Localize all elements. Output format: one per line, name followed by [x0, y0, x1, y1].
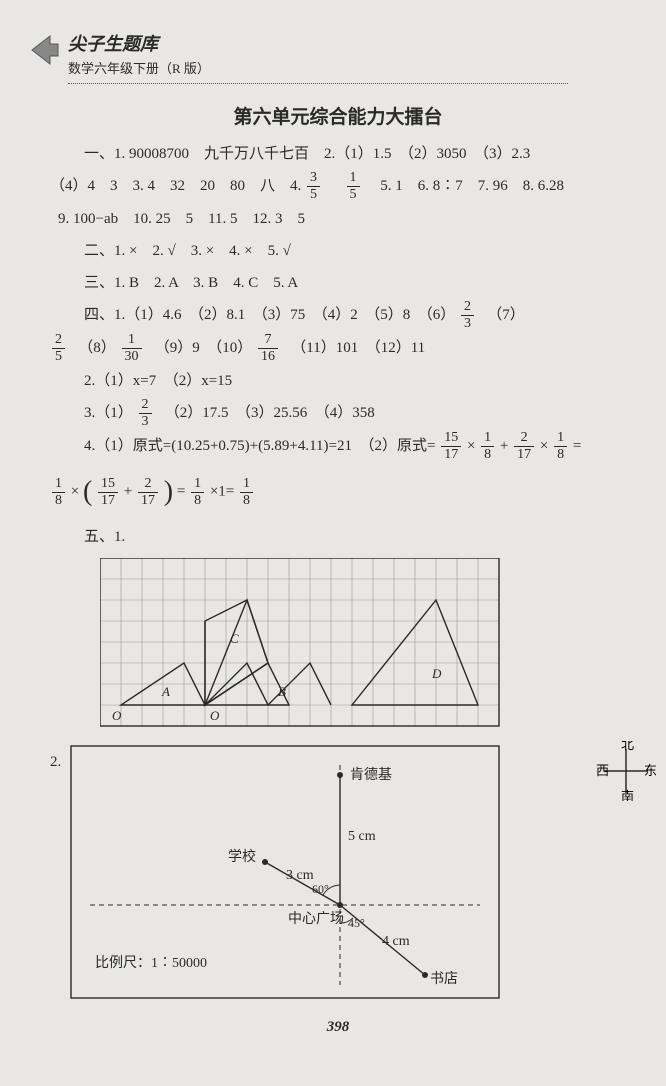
- fraction: 23: [139, 398, 152, 429]
- line-2: （4）4 3 3. 4 32 20 80 八 4. 35 15 5. 1 6. …: [50, 171, 626, 202]
- label-scale: 比例尺：1∶50000: [95, 955, 207, 971]
- line-3: 9. 100−ab 10. 25 5 11. 5 12. 3 5: [50, 204, 626, 234]
- fraction: 18: [52, 477, 65, 508]
- fraction: 716: [258, 333, 278, 364]
- figure-map: 2. 肯德基 学校: [70, 745, 626, 1011]
- fraction: 23: [461, 300, 474, 331]
- label-3cm: 3 cm: [286, 868, 314, 883]
- line-8: 2.（1）x=7 （2）x=15: [50, 366, 626, 396]
- book-title: 尖子生题库: [68, 30, 626, 56]
- label-O2: O: [210, 708, 220, 723]
- fraction: 217: [514, 431, 534, 462]
- label-A: A: [161, 684, 170, 699]
- label-bookstore: 书店: [430, 971, 458, 987]
- label-kfc: 肯德基: [350, 766, 392, 783]
- svg-text:东: 东: [644, 763, 656, 778]
- line-9: 3.（1） 23 （2）17.5 （3）25.56 （4）358: [50, 398, 626, 429]
- book-subtitle: 数学六年级下册（R 版）: [68, 58, 626, 77]
- figure-grid-triangles: O O A B C D: [100, 558, 626, 739]
- line-11: 18 × ( 1517 + 217 ) = 18 ×1= 18: [50, 464, 626, 520]
- fraction: 130: [122, 333, 142, 364]
- label-plaza: 中心广场: [288, 911, 344, 927]
- label-D: D: [431, 666, 442, 681]
- svg-text:南: 南: [621, 789, 634, 801]
- page-header: 尖子生题库 数学六年级下册（R 版）: [50, 30, 626, 84]
- fraction: 18: [191, 477, 204, 508]
- page-number: 398: [50, 1019, 626, 1036]
- fraction: 15: [347, 171, 360, 202]
- fraction: 1517: [441, 431, 461, 462]
- label-5cm: 5 cm: [348, 829, 376, 844]
- line-1: 一、1. 90008700 九千万八千七百 2.（1）1.5 （2）3050 （…: [50, 139, 626, 169]
- label-45: 45°: [348, 916, 365, 930]
- fraction: 1517: [98, 477, 118, 508]
- fraction: 18: [240, 477, 253, 508]
- compass-icon: 北 南 西 东: [596, 741, 656, 812]
- arrow-icon: [22, 30, 62, 70]
- fraction: 25: [52, 333, 65, 364]
- svg-text:西: 西: [596, 763, 609, 778]
- label-60: 60°: [312, 882, 329, 896]
- header-divider: [68, 83, 568, 84]
- label-B: B: [278, 684, 286, 699]
- fraction: 35: [307, 171, 320, 202]
- label-O1: O: [112, 708, 122, 723]
- line-4: 二、1. × 2. √ 3. × 4. × 5. √: [50, 236, 626, 266]
- line-7: 25 （8） 130 （9）9 （10） 716 （11）101 （12）11: [50, 333, 626, 364]
- fraction: 18: [481, 431, 494, 462]
- line-12: 五、1.: [50, 522, 626, 552]
- line-10: 4.（1）原式=(10.25+0.75)+(5.89+4.11)=21 （2）原…: [50, 431, 626, 462]
- label-C: C: [230, 631, 239, 646]
- fraction: 18: [554, 431, 567, 462]
- label-4cm: 4 cm: [382, 934, 410, 949]
- line-5: 三、1. B 2. A 3. B 4. C 5. A: [50, 268, 626, 298]
- line-6: 四、1.（1）4.6 （2）8.1 （3）75 （4）2 （5）8 （6） 23…: [50, 300, 626, 331]
- answer-content: 一、1. 90008700 九千万八千七百 2.（1）1.5 （2）3050 （…: [50, 139, 626, 1011]
- fraction: 217: [138, 477, 158, 508]
- svg-text:北: 北: [621, 741, 634, 752]
- unit-title: 第六单元综合能力大擂台: [50, 102, 626, 129]
- label-school: 学校: [228, 848, 256, 865]
